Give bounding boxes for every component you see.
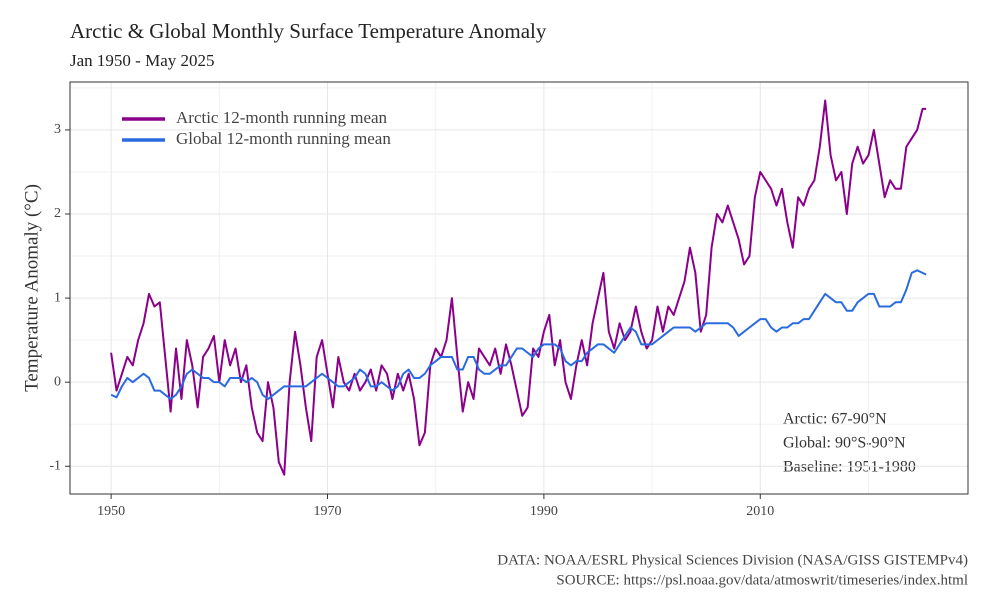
legend-label: Arctic 12-month running mean <box>176 108 388 127</box>
panel-border <box>69 81 969 495</box>
caption: DATA: NOAA/ESRL Physical Sciences Divisi… <box>497 552 968 568</box>
chart-subtitle: Jan 1950 - May 2025 <box>70 51 214 70</box>
annotation: Global: 90°S-90°N <box>783 435 906 452</box>
y-tick-label: 2 <box>54 206 61 221</box>
chart-title: Arctic & Global Monthly Surface Temperat… <box>70 19 547 43</box>
x-tick-label: 1990 <box>530 504 558 519</box>
data-line <box>110 99 927 476</box>
data-line <box>110 269 927 400</box>
legend-label: Global 12-month running mean <box>176 129 391 148</box>
annotation: Arctic: 67-90°N <box>783 411 887 428</box>
y-tick-label: 1 <box>54 290 61 305</box>
y-axis-label: Temperature Anomaly (°C) <box>21 184 42 392</box>
y-tick-label: -1 <box>49 458 61 473</box>
y-tick-label: 3 <box>54 122 61 137</box>
x-tick-label: 2010 <box>746 504 774 519</box>
annotation: Baseline: 1951-1980 <box>783 459 916 476</box>
x-tick-label: 1950 <box>97 504 125 519</box>
x-tick-label: 1970 <box>313 504 341 519</box>
y-tick-label: 0 <box>54 374 61 389</box>
caption: SOURCE: https://psl.noaa.gov/data/atmosw… <box>556 572 968 588</box>
